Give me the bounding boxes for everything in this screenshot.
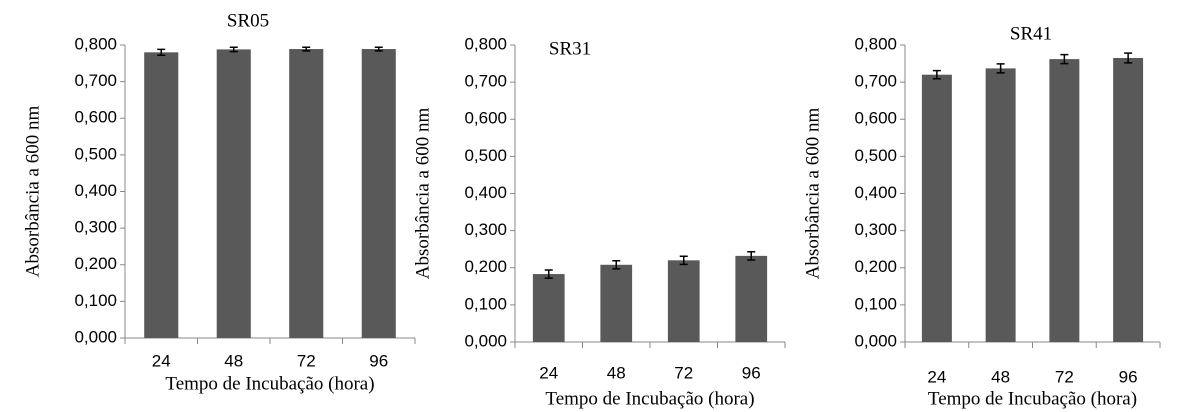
x-tick-label: 96 (742, 363, 761, 382)
y-tick-label: 0,600 (464, 109, 507, 128)
y-tick-label: 0,800 (464, 34, 507, 53)
chart-title: SR05 (227, 10, 269, 31)
x-tick-label: 72 (1055, 367, 1074, 386)
y-tick-label: 0,700 (74, 71, 117, 90)
x-tick-label: 48 (991, 367, 1010, 386)
y-tick-label: 0,200 (74, 254, 117, 273)
y-tick-label: 0,300 (854, 220, 897, 239)
y-tick-label: 0,300 (464, 220, 507, 239)
y-tick-label: 0,500 (74, 144, 117, 163)
bar (361, 49, 396, 339)
y-tick-label: 0,200 (464, 257, 507, 276)
y-tick-label: 0,700 (464, 72, 507, 91)
x-tick-label: 72 (674, 363, 693, 382)
y-tick-label: 0,000 (74, 327, 117, 346)
bar (144, 52, 179, 338)
x-tick-label: 48 (224, 351, 243, 370)
error-bar (302, 46, 311, 52)
y-tick-label: 0,600 (74, 108, 117, 127)
y-tick-label: 0,400 (74, 181, 117, 200)
x-axis-title: Tempo de Incubação (hora) (928, 388, 1137, 409)
error-bar (1124, 52, 1133, 64)
bar (921, 74, 952, 342)
x-tick-label: 24 (152, 351, 171, 370)
y-tick-label: 0,100 (74, 291, 117, 310)
x-tick-label: 24 (539, 363, 558, 382)
y-tick-label: 0,500 (464, 146, 507, 165)
error-bar (932, 69, 941, 80)
bar (985, 68, 1016, 343)
y-tick-label: 0,800 (74, 34, 117, 53)
error-bar (747, 251, 756, 261)
bar (289, 49, 324, 339)
x-tick-label: 72 (297, 351, 316, 370)
error-bar (996, 63, 1005, 74)
error-bar (229, 46, 238, 53)
y-tick-label: 0,600 (854, 109, 897, 128)
x-tick-label: 96 (369, 351, 388, 370)
chart-title: SR31 (549, 38, 591, 59)
x-tick-label: 96 (1119, 367, 1138, 386)
bar (1113, 57, 1144, 343)
error-bar (679, 255, 688, 266)
error-bar (1060, 53, 1069, 65)
y-axis-title: Absorbância a 600 nm (802, 108, 823, 280)
y-tick-label: 0,400 (464, 183, 507, 202)
bar (600, 264, 633, 342)
y-tick-label: 0,400 (854, 183, 897, 202)
bar (532, 274, 565, 342)
y-tick-label: 0,700 (854, 72, 897, 91)
chart-title: SR41 (1010, 23, 1052, 44)
y-axis-title: Absorbância a 600 nm (412, 108, 433, 280)
x-tick-label: 48 (607, 363, 626, 382)
bar (735, 255, 768, 342)
y-tick-label: 0,100 (464, 294, 507, 313)
y-tick-label: 0,000 (464, 331, 507, 350)
y-axis-title: Absorbância a 600 nm (22, 106, 43, 278)
error-bar (157, 48, 166, 57)
bar (1049, 59, 1080, 343)
y-tick-label: 0,100 (854, 294, 897, 313)
error-bar (544, 269, 553, 279)
error-bar (374, 46, 383, 52)
y-tick-label: 0,000 (854, 331, 897, 350)
error-bar (612, 259, 621, 270)
x-axis-title: Tempo de Incubação (hora) (545, 388, 754, 409)
bar (216, 49, 251, 339)
x-axis-title: Tempo de Incubação (hora) (165, 373, 374, 394)
y-tick-label: 0,800 (854, 34, 897, 53)
y-tick-label: 0,500 (854, 146, 897, 165)
bar (667, 260, 700, 342)
y-tick-label: 0,200 (854, 257, 897, 276)
y-tick-label: 0,300 (74, 218, 117, 237)
x-tick-label: 24 (927, 367, 946, 386)
